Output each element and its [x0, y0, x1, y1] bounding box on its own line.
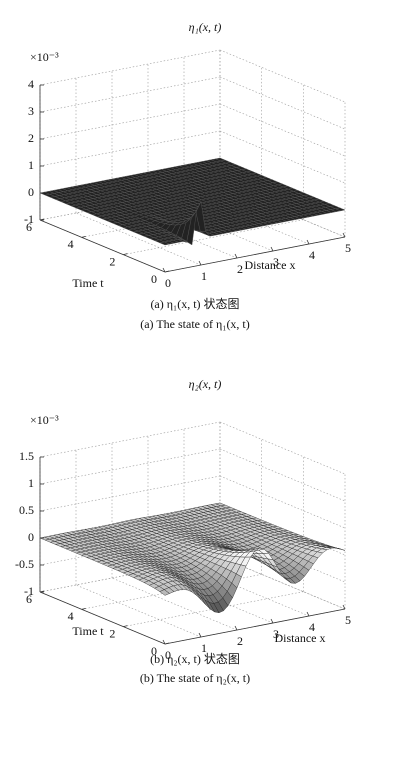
chart-title: η₁(x, t) — [189, 20, 222, 34]
x-tick-label: 0 — [165, 648, 171, 662]
x-tick-label: 3 — [273, 627, 279, 641]
tick-mark — [164, 642, 170, 645]
y-tick-label: 4 — [68, 609, 74, 623]
y-tick-label: 0 — [151, 644, 157, 658]
tick-mark — [270, 618, 274, 624]
chart-title: η₂(x, t) — [189, 377, 222, 391]
surface-face — [159, 241, 171, 246]
z-tick-label: 0 — [28, 530, 34, 544]
tick-mark — [270, 246, 274, 252]
tick-mark — [164, 270, 170, 273]
y-tick-label: 2 — [109, 626, 115, 640]
surface-face — [159, 589, 170, 596]
tick-mark — [162, 267, 166, 273]
z-tick-label: -0.5 — [15, 557, 34, 571]
x-tick-label: 2 — [237, 634, 243, 648]
z-tick-label: -1 — [24, 584, 34, 598]
grid-line — [75, 584, 202, 638]
z-tick-label: 3 — [28, 104, 34, 118]
y-tick-label: 6 — [26, 592, 32, 606]
tick-mark — [342, 604, 346, 610]
x-tick-label: 3 — [273, 255, 279, 269]
x-axis-label: Distance x — [275, 631, 326, 645]
grid-line — [75, 212, 202, 266]
grid-line — [123, 219, 304, 255]
caption-cn: (a) η₁(x, t) 状态图 — [150, 297, 239, 311]
tick-mark — [306, 611, 310, 617]
y-tick-label: 4 — [68, 237, 74, 251]
grid-line — [219, 76, 346, 130]
tick-mark — [81, 235, 86, 238]
x-tick-label: 4 — [309, 248, 315, 262]
x-tick-label: 1 — [201, 269, 207, 283]
y-tick-label: 2 — [109, 254, 115, 268]
grid-line — [111, 577, 238, 631]
tick-mark — [342, 232, 346, 238]
grid-line — [219, 49, 346, 103]
grid-line — [219, 130, 346, 184]
z-tick-label: 0 — [28, 185, 34, 199]
tick-mark — [123, 625, 128, 628]
y-axis-label: Time t — [72, 276, 104, 290]
tick-mark — [123, 253, 128, 256]
grid-line — [39, 76, 221, 113]
grid-line — [219, 103, 346, 157]
tick-mark — [39, 218, 45, 221]
tick-mark — [306, 239, 310, 245]
z-multiplier: ×10⁻³ — [30, 50, 59, 64]
caption-en: (b) The state of η₂(x, t) — [140, 671, 250, 685]
tick-mark — [234, 253, 238, 259]
x-tick-label: 5 — [345, 613, 351, 627]
x-tick-label: 4 — [309, 620, 315, 634]
x-axis-label: Distance x — [245, 258, 296, 272]
z-tick-label: 1.5 — [19, 449, 34, 463]
axis-line — [164, 236, 346, 273]
grid-line — [219, 448, 346, 502]
x-tick-label: 1 — [201, 641, 207, 655]
tick-mark — [198, 260, 202, 266]
caption-cn: (b) η₂(x, t) 状态图 — [150, 652, 240, 666]
z-tick-label: 2 — [28, 131, 34, 145]
grid-line — [39, 49, 221, 86]
tick-mark — [81, 607, 86, 610]
grid-line — [39, 448, 221, 485]
y-tick-label: 0 — [151, 272, 157, 286]
tick-mark — [39, 590, 45, 593]
x-tick-label: 2 — [237, 262, 243, 276]
z-tick-label: -1 — [24, 212, 34, 226]
grid-line — [219, 475, 346, 529]
x-tick-label: 5 — [345, 241, 351, 255]
grid-line — [39, 421, 221, 458]
caption-en: (a) The state of η₁(x, t) — [140, 317, 250, 331]
z-tick-label: 0.5 — [19, 503, 34, 517]
y-tick-label: 6 — [26, 220, 32, 234]
tick-mark — [162, 639, 166, 645]
y-axis-label: Time t — [72, 624, 104, 638]
grid-line — [39, 130, 221, 167]
grid-line — [39, 103, 221, 140]
axis-line — [39, 219, 166, 273]
grid-line — [219, 421, 346, 475]
z-tick-label: 1 — [28, 476, 34, 490]
x-tick-label: 0 — [165, 276, 171, 290]
z-multiplier: ×10⁻³ — [30, 413, 59, 427]
grid-line — [39, 475, 221, 512]
axis-line — [164, 608, 346, 645]
z-tick-label: 4 — [28, 77, 34, 91]
axis-line — [39, 591, 166, 645]
tick-mark — [198, 632, 202, 638]
tick-mark — [234, 625, 238, 631]
z-tick-label: 1 — [28, 158, 34, 172]
